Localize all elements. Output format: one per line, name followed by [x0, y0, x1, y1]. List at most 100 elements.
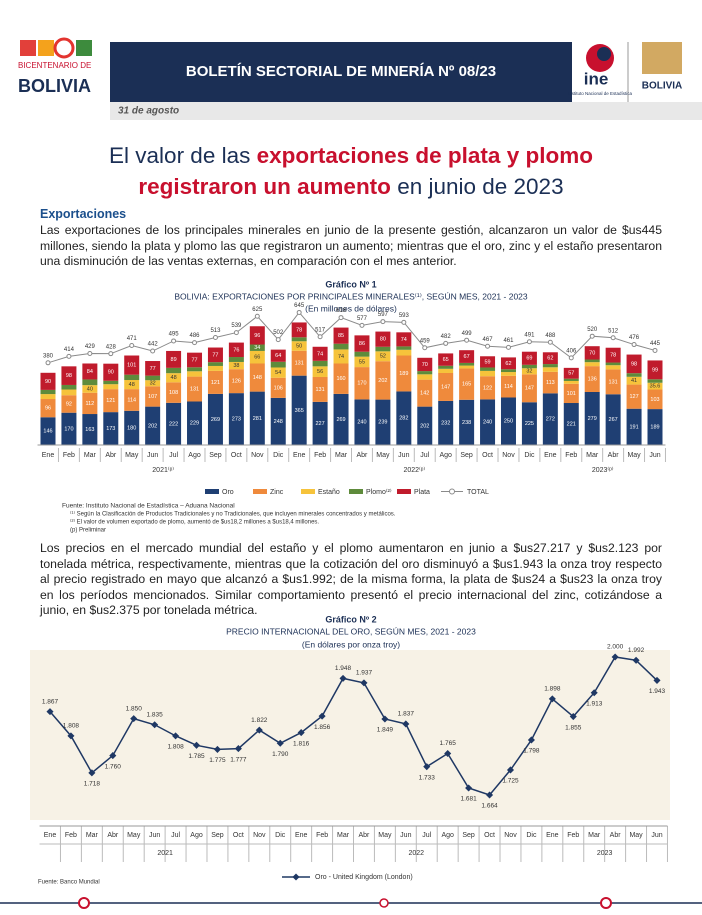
segment-label: 50 [296, 343, 302, 349]
legend-swatch [205, 489, 219, 494]
x-tick-label: Abr [105, 452, 117, 459]
segment-label: 131 [316, 387, 325, 393]
price-point [402, 720, 410, 728]
segment-label: 269 [336, 417, 345, 423]
segment-label: 80 [380, 337, 386, 343]
x-tick-label: Oct [482, 452, 493, 459]
price-point [255, 726, 263, 734]
bar-segment [187, 371, 203, 377]
paragraph: Los precios en el mercado mundial del es… [40, 541, 662, 617]
total-label: 625 [252, 307, 263, 313]
segment-label: 76 [233, 347, 239, 353]
segment-label: 131 [609, 379, 618, 385]
value-label: 1.777 [230, 756, 247, 763]
chart-label: Gráfico Nº 1 [325, 279, 376, 289]
bar-segment [207, 370, 223, 394]
x-tick-label: Jun [400, 832, 411, 839]
x-tick-label: Mar [84, 452, 97, 459]
bar-segment [82, 414, 98, 445]
bar-segment [82, 392, 98, 415]
price-point [67, 732, 75, 740]
segment-label: 54 [275, 370, 281, 376]
total-point [610, 335, 616, 341]
bar-segment [500, 357, 516, 370]
total-point [485, 343, 491, 349]
x-tick-label: Jul [420, 452, 429, 459]
bar-segment [354, 335, 370, 352]
total-label: 459 [420, 338, 431, 344]
x-tick-label: Jul [422, 832, 431, 839]
x-tick-label: Jun [398, 452, 409, 459]
segment-label: 146 [43, 429, 52, 435]
bar-segment [647, 382, 663, 390]
bar-segment [584, 346, 600, 360]
bar-segment [291, 322, 307, 338]
price-point [548, 695, 556, 703]
footnote: (p) Preliminar [70, 528, 106, 534]
x-tick-label: Ene [544, 452, 557, 459]
total-label: 513 [210, 328, 221, 334]
legend-swatch [301, 489, 315, 494]
bar-segment [312, 401, 328, 445]
price-point [46, 708, 54, 716]
x-tick-label: Ago [441, 832, 454, 839]
total-label: 645 [294, 303, 305, 309]
chart-background [30, 650, 670, 820]
segment-label: 121 [211, 380, 220, 386]
legend-label: Oro [222, 489, 234, 496]
total-point [192, 340, 198, 346]
logo-block [76, 40, 92, 56]
legend-swatch [397, 489, 411, 494]
total-point [380, 319, 386, 325]
header-graphics: BICENTENARIO DE BOLIVIA BOLETÍN SECTORIA… [18, 37, 702, 120]
x-tick-label: Ago [188, 452, 201, 459]
segment-label: 48 [171, 375, 177, 381]
price-point [590, 689, 598, 697]
x-tick-label: Oct [484, 832, 495, 839]
bar-segment [82, 385, 98, 393]
year-label: 2023 [597, 850, 613, 857]
segment-label: 163 [85, 427, 94, 433]
bar-segment [563, 367, 579, 379]
x-tick-label: Sep [209, 452, 222, 459]
bar-segment [375, 346, 391, 352]
bar-segment [228, 369, 244, 394]
bar-segment [270, 361, 286, 368]
title: El valor de las exportaciones de plata y… [0, 140, 702, 202]
total-label: 482 [441, 334, 452, 340]
legend-point [449, 488, 455, 495]
segment-label: 202 [148, 423, 157, 429]
segment-label: 282 [399, 416, 408, 422]
segment-label: 131 [190, 386, 199, 392]
price-point [527, 736, 535, 744]
year-label: 2023⁽ᵖ⁾ [592, 466, 614, 474]
bar-segment [438, 400, 454, 445]
value-label: 1.898 [544, 686, 561, 693]
x-tick-label: Feb [316, 832, 328, 839]
bar-segment [145, 380, 161, 387]
bar-segment [270, 397, 286, 445]
bar-segment [542, 371, 558, 394]
source: Fuente: Banco Mundial [38, 880, 100, 886]
value-label: 1.725 [502, 778, 519, 785]
total-label: 520 [587, 327, 598, 333]
bar-segment [145, 375, 161, 381]
x-tick-label: Feb [314, 452, 326, 459]
legend-label: Plata [414, 489, 430, 496]
bar-segment [61, 384, 77, 390]
segment-label: 98 [631, 361, 637, 367]
x-tick-label: Sep [460, 452, 473, 459]
segment-label: 96 [254, 333, 260, 339]
segment-label: 103 [650, 397, 659, 403]
total-point [568, 355, 574, 361]
x-tick-label: Dic [526, 832, 537, 839]
total-point [275, 337, 281, 343]
x-tick-label: Jun [651, 832, 662, 839]
segment-label: 248 [274, 419, 283, 425]
bar-segment [354, 399, 370, 445]
segment-label: 74 [338, 354, 344, 360]
bar-segment [333, 349, 349, 364]
x-tick-label: Ago [190, 832, 203, 839]
ine-mark [597, 47, 611, 61]
